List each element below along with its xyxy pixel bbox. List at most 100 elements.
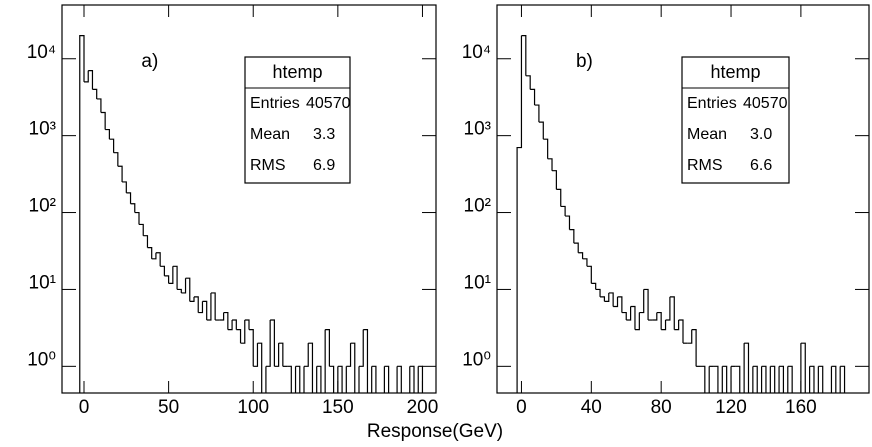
histogram-bin bbox=[556, 188, 562, 207]
histogram-bin bbox=[249, 329, 254, 367]
stats-title: htemp bbox=[272, 62, 322, 82]
y-tick-label: 10¹ bbox=[464, 272, 491, 293]
x-tick-label: 50 bbox=[158, 397, 179, 418]
histogram-bin bbox=[189, 296, 195, 302]
histogram-bin bbox=[634, 312, 640, 331]
histogram-bin bbox=[122, 181, 127, 193]
histogram-bin bbox=[409, 366, 411, 393]
histogram-bin bbox=[210, 292, 216, 321]
x-tick-label: 200 bbox=[407, 397, 439, 418]
histogram-bin bbox=[126, 192, 132, 204]
histogram-bin bbox=[371, 366, 373, 393]
histogram-bin bbox=[760, 366, 763, 393]
histogram-bin bbox=[565, 215, 571, 230]
histogram-bin bbox=[177, 288, 182, 293]
histogram-bin bbox=[109, 138, 115, 153]
histogram-bin bbox=[287, 365, 292, 393]
histogram-bin bbox=[552, 170, 557, 190]
histogram-bin bbox=[534, 104, 540, 123]
stats-name: Entries bbox=[250, 95, 300, 112]
histogram-bin bbox=[316, 366, 318, 393]
y-tick-label: 10⁰ bbox=[27, 349, 56, 370]
histogram-bin bbox=[630, 305, 636, 330]
histogram-bin bbox=[661, 320, 667, 331]
histogram-bin bbox=[155, 252, 161, 267]
histogram-bin bbox=[543, 138, 549, 159]
histogram-bin bbox=[691, 329, 697, 367]
histogram-bin bbox=[573, 242, 579, 253]
histogram-bin bbox=[363, 329, 369, 393]
histogram-bin bbox=[117, 165, 123, 182]
histogram-bin bbox=[569, 229, 575, 244]
histogram-bin bbox=[743, 343, 745, 393]
histogram-bin bbox=[227, 320, 233, 331]
histogram-bin bbox=[324, 329, 326, 393]
histogram-bin bbox=[779, 365, 785, 393]
histogram-bin bbox=[325, 329, 330, 367]
histogram-bin bbox=[105, 128, 110, 140]
stats-frame bbox=[244, 56, 351, 184]
histogram-bin bbox=[800, 342, 806, 393]
x-tick-label: 160 bbox=[785, 397, 817, 418]
histogram-bin bbox=[617, 296, 623, 313]
histogram-bin bbox=[84, 70, 89, 83]
histogram-bin bbox=[547, 158, 553, 171]
plot-frame bbox=[61, 4, 437, 394]
histogram-bin bbox=[744, 342, 750, 393]
histogram-bin bbox=[274, 343, 280, 367]
histogram-bin bbox=[708, 366, 710, 393]
histogram-bin bbox=[181, 278, 187, 294]
histogram-bin bbox=[198, 301, 204, 314]
histogram-bin bbox=[206, 292, 212, 321]
histogram-bin bbox=[337, 366, 339, 393]
histogram-bin bbox=[304, 343, 309, 367]
histogram-bin bbox=[656, 311, 662, 330]
histogram-bin bbox=[595, 288, 601, 297]
stats-name: Mean bbox=[250, 126, 290, 143]
histogram-bin bbox=[817, 366, 819, 393]
histogram-bin bbox=[236, 329, 242, 344]
histogram-bin bbox=[752, 365, 758, 393]
histogram-bin bbox=[613, 296, 619, 308]
histogram-bin bbox=[337, 365, 343, 393]
histogram-bin bbox=[130, 203, 136, 213]
histogram-bin bbox=[265, 366, 267, 393]
histogram-bin bbox=[194, 296, 199, 313]
histogram-bin bbox=[219, 312, 225, 321]
histogram-bin bbox=[652, 312, 658, 321]
histogram-bin bbox=[787, 366, 789, 393]
y-tick-label: 10³ bbox=[29, 119, 56, 140]
histogram-bin bbox=[143, 235, 149, 248]
histogram-bin bbox=[88, 70, 94, 90]
histogram-bin bbox=[770, 365, 776, 393]
histogram-bin bbox=[538, 121, 544, 140]
histogram-bin bbox=[346, 343, 352, 367]
histogram-bin bbox=[113, 152, 119, 167]
stats-name: Mean bbox=[687, 126, 727, 143]
histogram-bin bbox=[265, 320, 271, 367]
histogram-bin bbox=[232, 319, 237, 330]
histogram-bin bbox=[100, 111, 106, 130]
histogram-bin bbox=[752, 366, 754, 393]
histogram-bin bbox=[134, 211, 140, 225]
histogram-bin bbox=[608, 292, 614, 307]
panel: 10⁰ 10¹ 10² 10³ 10⁴ 0 50 100 150 200 a) htemp Entrie… bbox=[27, 4, 439, 418]
histogram-bin bbox=[809, 365, 815, 393]
histogram-bin bbox=[643, 288, 649, 321]
histogram-bin bbox=[778, 366, 780, 393]
y-tick-label: 10⁴ bbox=[462, 42, 491, 63]
histogram-bin bbox=[700, 365, 706, 393]
histogram-bin bbox=[582, 258, 588, 267]
histogram-bin bbox=[384, 365, 390, 393]
histogram-bin bbox=[787, 365, 793, 393]
histogram-bin bbox=[278, 342, 284, 367]
y-tick-label: 10² bbox=[29, 196, 56, 217]
stats-value: 3.0 bbox=[750, 126, 772, 143]
histogram-bin bbox=[417, 366, 419, 393]
stats-frame bbox=[681, 56, 790, 184]
stats-box: htemp Entries 40570 Mean 3.0 RMS 6.6 bbox=[681, 56, 790, 184]
x-tick-label: 80 bbox=[651, 397, 672, 418]
panel: 10⁰ 10¹ 10² 10³ 10⁴ 0 40 80 120 160 b) htemp Entries… bbox=[462, 4, 870, 418]
y-tick-label: 10³ bbox=[464, 119, 491, 140]
histogram-bin bbox=[674, 320, 680, 331]
